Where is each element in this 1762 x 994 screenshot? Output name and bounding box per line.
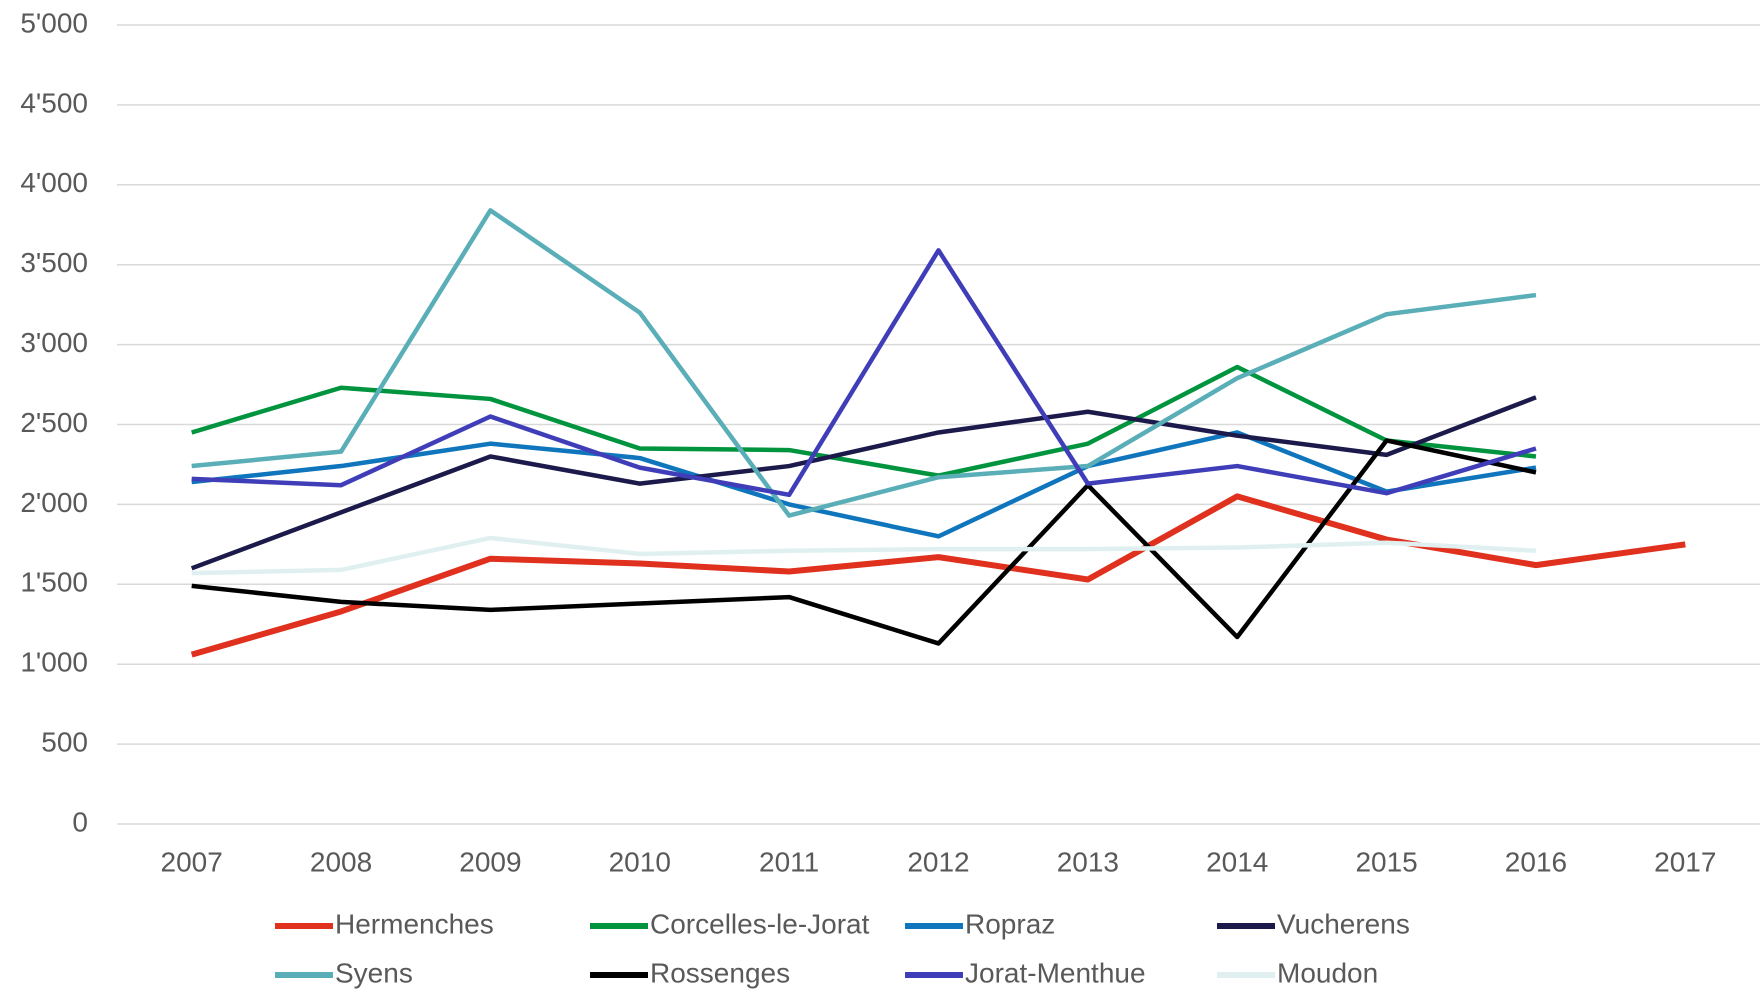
y-tick-label: 1'000 xyxy=(20,647,88,678)
legend-label: Syens xyxy=(335,957,413,988)
legend-label: Vucherens xyxy=(1277,908,1410,939)
x-tick-label: 2009 xyxy=(459,846,521,877)
series-line xyxy=(191,535,1537,576)
y-tick-label: 2'500 xyxy=(20,407,88,438)
y-tick-label: 2'000 xyxy=(20,487,88,518)
legend-label: Corcelles-le-Jorat xyxy=(650,908,870,939)
y-tick-label: 4'000 xyxy=(20,167,88,198)
x-tick-label: 2014 xyxy=(1206,846,1268,877)
y-tick-label: 500 xyxy=(41,726,88,757)
series-line xyxy=(191,438,1537,646)
series-line xyxy=(190,395,1537,571)
x-tick-label: 2008 xyxy=(310,846,372,877)
x-tick-label: 2013 xyxy=(1057,846,1119,877)
legend-label: Ropraz xyxy=(965,908,1055,939)
y-tick-label: 3'500 xyxy=(20,247,88,278)
legend-label: Rossenges xyxy=(650,957,790,988)
series-line xyxy=(191,248,1537,498)
legend-label: Hermenches xyxy=(335,908,494,939)
series-line xyxy=(191,364,1537,478)
x-tick-label: 2007 xyxy=(161,846,223,877)
y-tick-label: 0 xyxy=(72,806,88,837)
y-tick-label: 4'500 xyxy=(20,87,88,118)
x-tick-label: 2012 xyxy=(907,846,969,877)
series-line xyxy=(190,493,1686,658)
x-tick-label: 2015 xyxy=(1355,846,1417,877)
x-tick-label: 2017 xyxy=(1654,846,1716,877)
y-tick-label: 3'000 xyxy=(20,327,88,358)
x-tick-label: 2016 xyxy=(1505,846,1567,877)
x-tick-label: 2010 xyxy=(609,846,671,877)
y-tick-label: 1'500 xyxy=(20,567,88,598)
series-line xyxy=(191,430,1537,539)
y-tick-label: 5'000 xyxy=(20,7,88,38)
x-tick-label: 2011 xyxy=(759,846,819,877)
legend-label: Jorat-Menthue xyxy=(965,957,1146,988)
series-line xyxy=(191,208,1537,518)
legend-label: Moudon xyxy=(1277,957,1378,988)
